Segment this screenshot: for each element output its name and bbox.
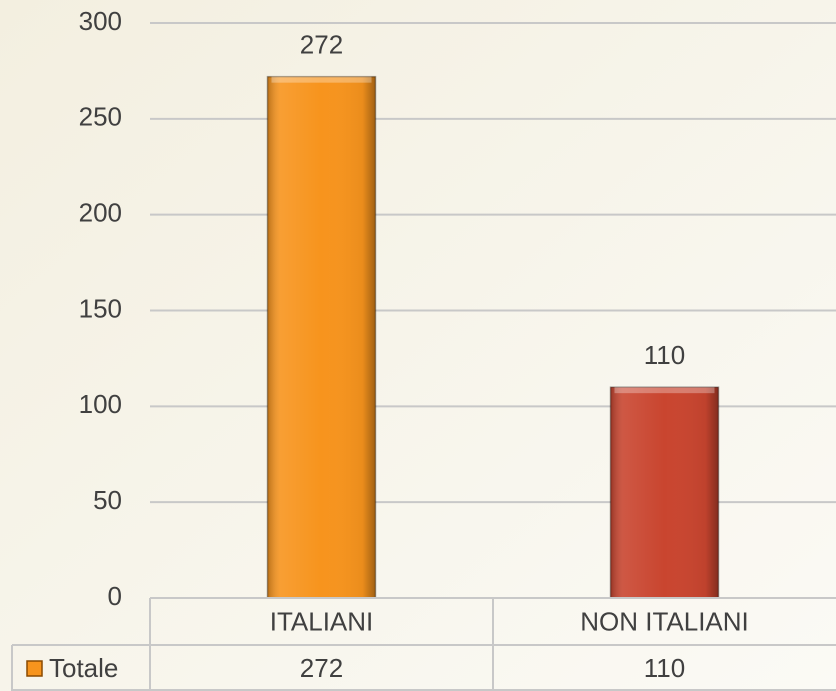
- bar-bevel: [271, 76, 372, 83]
- data-label: 110: [644, 340, 685, 370]
- bar-bevel: [614, 387, 715, 394]
- y-tick-label: 200: [79, 198, 122, 228]
- y-tick-label: 150: [79, 293, 122, 323]
- data-label: 272: [300, 30, 343, 60]
- y-tick-label: 50: [93, 485, 122, 515]
- y-tick-label: 250: [79, 102, 122, 132]
- legend-label: Totale: [49, 653, 118, 683]
- table-border: [11, 597, 836, 691]
- y-tick-label: 300: [79, 6, 122, 36]
- y-tick-label: 0: [108, 581, 122, 611]
- table-value: 110: [644, 653, 685, 683]
- x-tick-label: ITALIANI: [270, 606, 374, 636]
- y-tick-label: 100: [79, 389, 122, 419]
- table-value: 272: [300, 653, 343, 683]
- x-tick-label: NON ITALIANI: [580, 606, 749, 636]
- bar-shade: [610, 387, 719, 598]
- bar-shade: [267, 76, 376, 598]
- legend-key: [26, 660, 43, 677]
